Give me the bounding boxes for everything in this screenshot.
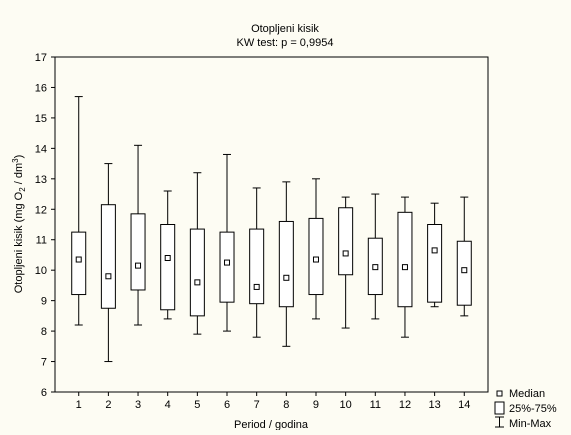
iqr-box	[457, 241, 471, 305]
y-tick-label: 12	[35, 204, 47, 216]
median-marker	[225, 260, 230, 265]
box-14	[457, 197, 471, 316]
iqr-box	[250, 229, 264, 304]
box-10	[339, 197, 353, 328]
box-3	[131, 145, 145, 325]
x-tick-label: 1	[76, 399, 82, 411]
box-series	[72, 97, 472, 362]
x-tick-label: 5	[194, 399, 200, 411]
iqr-box	[161, 225, 175, 310]
x-tick-label: 13	[428, 399, 440, 411]
median-marker	[195, 280, 200, 285]
iqr-box	[131, 214, 145, 290]
box-11	[368, 194, 382, 319]
median-marker	[402, 265, 407, 270]
x-tick-label: 9	[313, 399, 319, 411]
median-marker	[462, 268, 467, 273]
y-tick-label: 13	[35, 174, 47, 186]
box-9	[309, 179, 323, 319]
x-tick-label: 12	[399, 399, 411, 411]
x-tick-label: 2	[105, 399, 111, 411]
y-axis-label-close: )	[13, 155, 25, 159]
box-1	[72, 97, 86, 325]
y-tick-label: 15	[35, 113, 47, 125]
box-6	[220, 154, 234, 331]
y-tick-label: 14	[35, 143, 47, 155]
median-marker	[373, 265, 378, 270]
x-tick-label: 11	[370, 399, 381, 411]
y-axis: 6 7 8 9 10 11 12 13 14 15 16 17	[35, 52, 55, 399]
legend-median-label: Median	[509, 388, 545, 400]
plot-area-frame	[55, 57, 488, 392]
y-tick-label: 8	[41, 326, 47, 338]
iqr-box	[72, 232, 86, 294]
legend-box-symbol	[495, 402, 504, 414]
y-tick-label: 16	[35, 82, 47, 94]
x-tick-label: 6	[224, 399, 230, 411]
median-marker	[432, 248, 437, 253]
x-tick-label: 10	[340, 399, 352, 411]
y-tick-label: 7	[41, 357, 47, 369]
median-marker	[254, 284, 259, 289]
y-axis-label: Otopljeni kisik (mg O2 / dm3)	[11, 155, 27, 294]
iqr-box	[309, 218, 323, 294]
y-tick-label: 11	[36, 235, 47, 247]
y-tick-label: 9	[41, 296, 47, 308]
x-tick-label: 14	[458, 399, 470, 411]
box-5	[190, 173, 204, 334]
iqr-box	[398, 212, 412, 306]
legend-whisker-label: Min-Max	[509, 418, 552, 430]
x-axis: 1 2 3 4 5 6 7 8 9 10 11 12 13 14	[76, 392, 471, 411]
y-tick-label: 17	[35, 52, 47, 64]
median-marker	[343, 251, 348, 256]
box-4	[161, 191, 175, 319]
chart-subtitle: KW test: p = 0,9954	[237, 37, 334, 49]
median-marker	[284, 275, 289, 280]
iqr-box	[428, 225, 442, 303]
box-13	[428, 203, 442, 307]
x-axis-label: Period / godina	[234, 419, 309, 430]
x-tick-label: 3	[135, 399, 141, 411]
y-tick-label: 10	[35, 265, 47, 277]
box-7	[250, 188, 264, 337]
legend-box-label: 25%-75%	[509, 403, 557, 415]
x-tick-label: 8	[283, 399, 289, 411]
y-axis-label-unit: / dm	[13, 163, 25, 187]
iqr-box	[339, 208, 353, 275]
legend-median-symbol	[497, 391, 502, 396]
x-tick-label: 4	[165, 399, 171, 411]
median-marker	[165, 256, 170, 261]
box-12	[398, 197, 412, 337]
iqr-box	[101, 205, 115, 309]
y-tick-label: 6	[41, 387, 47, 399]
box-2	[101, 164, 115, 362]
y-axis-label-main: Otopljeni kisik (mg O	[13, 191, 25, 293]
chart-title: Otopljeni kisik	[251, 23, 319, 35]
box-8	[279, 182, 293, 346]
median-marker	[313, 257, 318, 262]
x-tick-label: 7	[254, 399, 260, 411]
iqr-box	[279, 221, 293, 306]
median-marker	[136, 263, 141, 268]
iqr-box	[220, 232, 234, 302]
median-marker	[76, 257, 81, 262]
legend: Median 25%-75% Min-Max	[495, 388, 557, 430]
median-marker	[106, 274, 111, 279]
iqr-box	[190, 229, 204, 316]
